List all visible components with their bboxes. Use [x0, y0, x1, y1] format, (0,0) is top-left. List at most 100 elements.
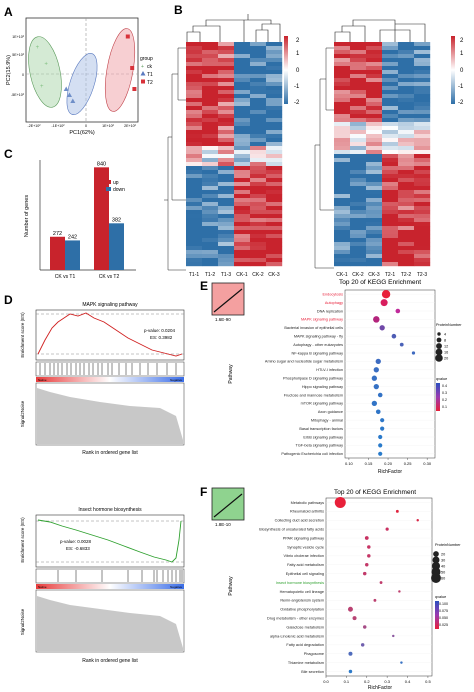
- kegg-e-pathway-label: Fructose and mannose metabolism: [284, 393, 343, 397]
- kegg-e-pathway-label: Autophagy: [325, 301, 343, 305]
- heatmap-cell: [186, 98, 203, 103]
- heatmap-right-col-label: T2-3: [417, 272, 428, 278]
- heatmap-cell: [366, 142, 383, 147]
- heatmap-cell: [250, 58, 267, 63]
- heatmap-cell: [398, 94, 415, 99]
- heatmap-cell: [218, 74, 235, 79]
- kegg-e-bubble: [380, 418, 385, 423]
- heatmap-cell: [186, 70, 203, 75]
- heatmap-cell: [350, 50, 367, 55]
- heatmap-cell: [266, 150, 283, 155]
- heatmap-cell: [414, 62, 431, 67]
- heatmap-left-scale-0: 0: [296, 68, 300, 74]
- heatmap-cell: [414, 198, 431, 203]
- heatmap-cell: [398, 214, 415, 219]
- heatmap-cell: [366, 254, 383, 259]
- heatmap-cell: [266, 182, 283, 187]
- gsea2-s2n-frame: [35, 589, 185, 653]
- heatmap-cell: [202, 138, 219, 143]
- kegg-e-ylabel: Pathway: [228, 364, 234, 384]
- heatmap-cell: [218, 186, 235, 191]
- heatmap-cell: [382, 258, 399, 263]
- heatmap-cell: [398, 170, 415, 175]
- heatmap-cell: [234, 190, 251, 195]
- deg-bar-down: [109, 223, 124, 270]
- heatmap-cell: [218, 182, 235, 187]
- heatmap-cell: [398, 134, 415, 139]
- heatmap-cell: [366, 42, 383, 47]
- kegg-e-bubble: [395, 308, 401, 314]
- heatmap-cell: [250, 158, 267, 163]
- kegg-e-plot-frame: [344, 289, 436, 459]
- heatmap-cell: [398, 54, 415, 59]
- heatmap-cell: [414, 226, 431, 231]
- heatmap-cell: [234, 130, 251, 135]
- heatmap-cell: [234, 82, 251, 87]
- heatmap-cell: [382, 194, 399, 199]
- heatmap-cell: [366, 146, 383, 151]
- heatmap-cell: [366, 238, 383, 243]
- heatmap-right-scale-m1: -1: [458, 84, 464, 90]
- heatmap-cell: [414, 146, 431, 151]
- heatmap-cell: [334, 114, 351, 119]
- heatmap-cell: [266, 114, 283, 119]
- heatmap-cell: [202, 66, 219, 71]
- heatmap-cell: [366, 150, 383, 155]
- heatmap-cell: [334, 254, 351, 259]
- heatmap-cell: [334, 242, 351, 247]
- heatmap-cell: [202, 242, 219, 247]
- heatmap-cell: [250, 50, 267, 55]
- heatmap-cell: [234, 166, 251, 171]
- heatmap-cell: [218, 114, 235, 119]
- heatmap-cell: [250, 202, 267, 207]
- heatmap-cell: [350, 178, 367, 183]
- heatmap-panel: T1-1 T1-2 T1-3 CK-1 CK-2 CK-3 CK-1 CK-2 CK-3 T2-…: [164, 14, 464, 278]
- heatmap-cell: [218, 90, 235, 95]
- heatmap-cell: [350, 126, 367, 131]
- heatmap-cell: [250, 138, 267, 143]
- heatmap-cell: [334, 262, 351, 267]
- pca-ytick-0: 1E+10²: [12, 35, 24, 39]
- heatmap-cell: [266, 234, 283, 239]
- heatmap-cell: [334, 206, 351, 211]
- pca-panel: +++ PC2(15.9%) PC1(62%) 1E+10² 5E+10² 0 …: [6, 17, 153, 136]
- deg-legend-swatch-up: [106, 180, 111, 184]
- heatmap-cell: [250, 110, 267, 115]
- heatmap-cell: [234, 142, 251, 147]
- deg-bar-up-value: 272: [53, 231, 62, 237]
- pca-xtick-1: -1E+10²: [52, 124, 66, 128]
- heatmap-right-col-label: CK-2: [352, 272, 364, 278]
- kegg-e-bubble: [378, 434, 383, 440]
- heatmap-cell: [414, 210, 431, 215]
- heatmap-cell: [398, 126, 415, 131]
- heatmap-cell: [218, 118, 235, 123]
- kegg-e-title: Top 20 of KEGG Enrichment: [339, 279, 421, 286]
- heatmap-cell: [202, 254, 219, 259]
- heatmap-cell: [350, 110, 367, 115]
- heatmap-cell: [218, 50, 235, 55]
- heatmap-cell: [234, 250, 251, 255]
- heatmap-cell: [266, 170, 283, 175]
- heatmap-cell: [398, 250, 415, 255]
- heatmap-cell: [218, 42, 235, 47]
- kegg-e-pathway-label: NF-kappa B signaling pathway: [292, 351, 344, 355]
- panel-label-b: B: [174, 3, 183, 17]
- heatmap-cell: [266, 134, 283, 139]
- heatmap-cell: [250, 146, 267, 151]
- heatmap-cell: [202, 114, 219, 119]
- heatmap-cell: [234, 206, 251, 211]
- kegg-e-size-legend-label: 4: [444, 332, 446, 336]
- heatmap-cell: [266, 254, 283, 259]
- heatmap-cell: [250, 90, 267, 95]
- heatmap-cell: [202, 158, 219, 163]
- heatmap-cell: [234, 258, 251, 263]
- gsea1-es-curve: [37, 312, 183, 357]
- heatmap-cell: [218, 134, 235, 139]
- heatmap-cell: [202, 150, 219, 155]
- heatmap-cell: [398, 258, 415, 263]
- heatmap-cell: [218, 142, 235, 147]
- heatmap-cell: [218, 222, 235, 227]
- heatmap-cell: [366, 202, 383, 207]
- heatmap-cell: [350, 182, 367, 187]
- heatmap-cell: [266, 70, 283, 75]
